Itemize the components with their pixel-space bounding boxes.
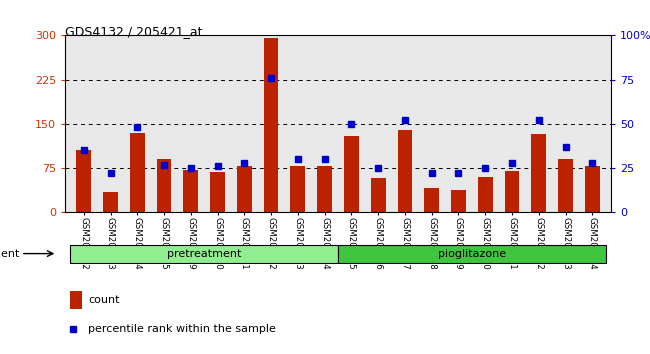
Bar — [264, 38, 278, 212]
Text: pretreatment: pretreatment — [167, 249, 241, 259]
Bar — [237, 166, 252, 212]
Text: percentile rank within the sample: percentile rank within the sample — [88, 324, 276, 334]
Bar — [478, 177, 493, 212]
Bar — [157, 159, 172, 212]
Bar — [70, 291, 83, 309]
Bar — [532, 134, 546, 212]
Text: count: count — [88, 295, 120, 305]
Bar — [103, 192, 118, 212]
Bar — [344, 136, 359, 212]
Bar — [504, 171, 519, 212]
Bar — [291, 166, 306, 212]
Bar — [370, 178, 385, 212]
Bar — [317, 166, 332, 212]
Bar — [424, 188, 439, 212]
Bar — [398, 130, 412, 212]
Bar — [585, 166, 600, 212]
Bar — [558, 159, 573, 212]
Bar — [130, 133, 144, 212]
Bar — [183, 170, 198, 212]
Bar — [77, 150, 91, 212]
Bar — [70, 245, 338, 263]
Bar — [210, 172, 225, 212]
Text: GDS4132 / 205421_at: GDS4132 / 205421_at — [65, 25, 203, 38]
Bar — [338, 245, 606, 263]
Text: agent: agent — [0, 249, 20, 259]
Text: pioglitazone: pioglitazone — [437, 249, 506, 259]
Bar — [451, 190, 466, 212]
